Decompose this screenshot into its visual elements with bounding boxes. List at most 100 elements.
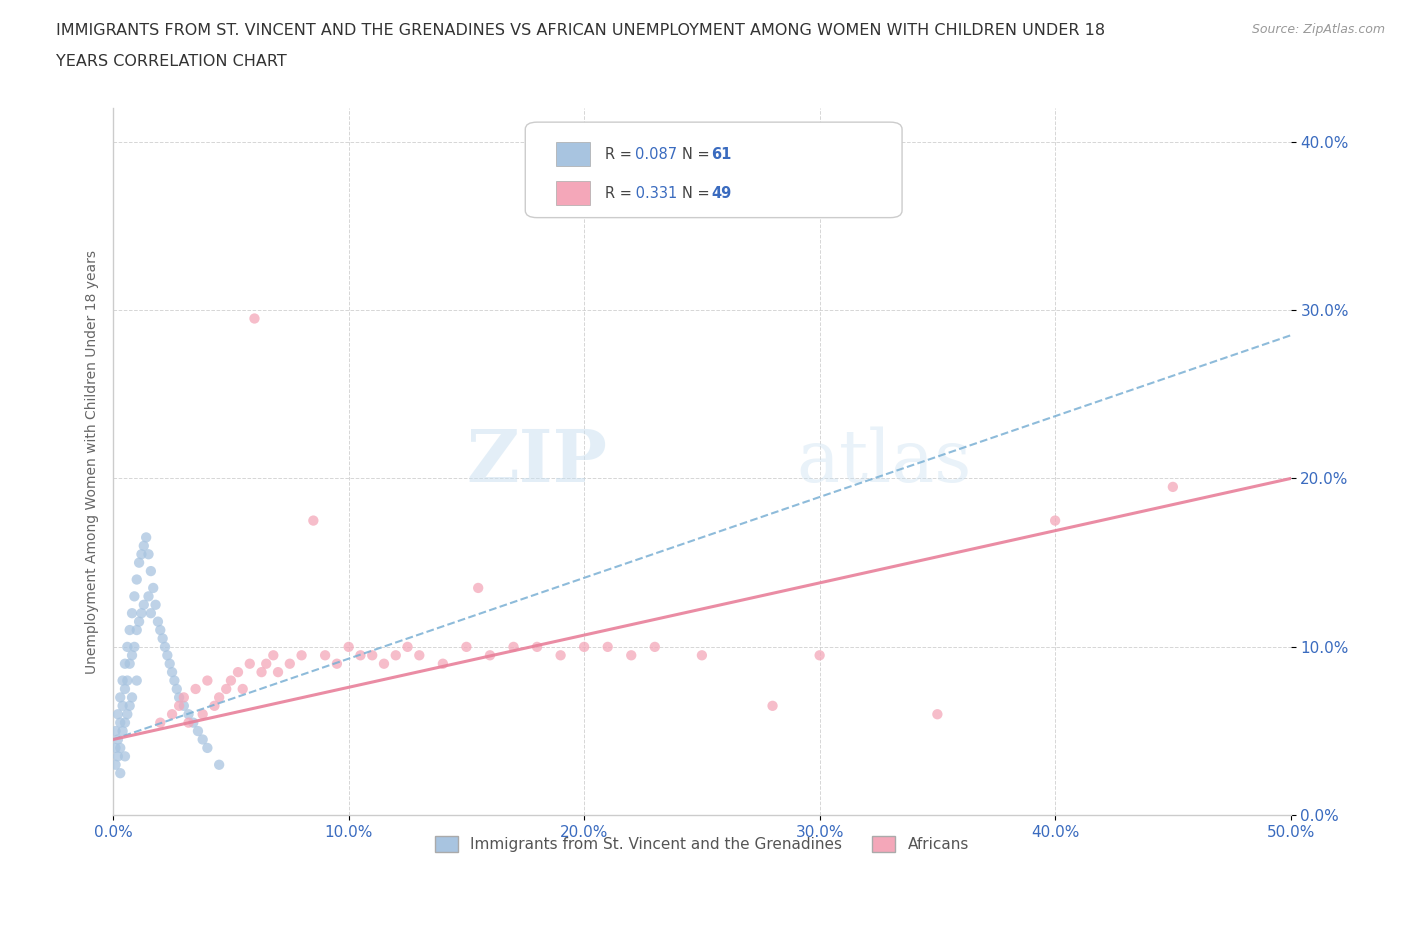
Point xyxy=(124,640,146,655)
Point xyxy=(156,648,179,663)
Text: N =: N = xyxy=(682,186,714,201)
Point xyxy=(1161,480,1184,495)
Point xyxy=(118,657,141,671)
Point xyxy=(219,673,242,688)
Point xyxy=(456,640,478,655)
Point xyxy=(177,707,200,722)
Point xyxy=(690,648,713,663)
Point xyxy=(526,640,548,655)
Point xyxy=(160,665,183,680)
Text: 61: 61 xyxy=(711,147,731,162)
Text: IMMIGRANTS FROM ST. VINCENT AND THE GRENADINES VS AFRICAN UNEMPLOYMENT AMONG WOM: IMMIGRANTS FROM ST. VINCENT AND THE GREN… xyxy=(56,23,1105,38)
Point xyxy=(167,698,190,713)
Point xyxy=(132,538,155,553)
Point xyxy=(121,605,143,620)
Point xyxy=(384,648,406,663)
FancyBboxPatch shape xyxy=(526,122,903,218)
Point xyxy=(117,640,139,655)
Point xyxy=(125,673,148,688)
Point xyxy=(644,640,666,655)
Text: atlas: atlas xyxy=(796,426,972,497)
Point xyxy=(142,580,165,595)
Point xyxy=(132,597,155,612)
Point xyxy=(177,715,200,730)
Point xyxy=(110,715,132,730)
Point xyxy=(173,698,195,713)
Point xyxy=(408,648,430,663)
Point xyxy=(927,707,949,722)
Point xyxy=(107,732,129,747)
Point xyxy=(139,564,162,578)
Point xyxy=(139,605,162,620)
Point xyxy=(432,657,454,671)
Legend: Immigrants from St. Vincent and the Grenadines, Africans: Immigrants from St. Vincent and the Gren… xyxy=(429,830,976,858)
Point xyxy=(160,707,183,722)
Point xyxy=(167,690,190,705)
Point xyxy=(278,657,301,671)
Point xyxy=(125,572,148,587)
Point xyxy=(232,682,254,697)
Point xyxy=(596,640,619,655)
Point xyxy=(135,530,157,545)
Point xyxy=(131,547,153,562)
Point xyxy=(114,657,136,671)
Point xyxy=(337,640,360,655)
Point xyxy=(267,665,290,680)
Text: 0.331: 0.331 xyxy=(631,186,678,201)
Point xyxy=(572,640,595,655)
Text: YEARS CORRELATION CHART: YEARS CORRELATION CHART xyxy=(56,54,287,69)
Point xyxy=(361,648,384,663)
Point xyxy=(145,597,167,612)
Point xyxy=(128,555,150,570)
Point xyxy=(149,715,172,730)
Point xyxy=(114,715,136,730)
Point xyxy=(204,698,226,713)
Point xyxy=(181,715,204,730)
Point xyxy=(146,614,169,629)
Point xyxy=(478,648,501,663)
Point xyxy=(254,657,277,671)
Point xyxy=(125,622,148,637)
Point xyxy=(550,648,572,663)
Point xyxy=(104,724,127,738)
Point xyxy=(152,631,174,646)
Point xyxy=(184,682,207,697)
Point xyxy=(349,648,371,663)
Point xyxy=(187,724,209,738)
Point xyxy=(243,311,266,325)
Point xyxy=(159,657,181,671)
Point xyxy=(502,640,524,655)
Point xyxy=(166,682,188,697)
Text: R =: R = xyxy=(606,147,637,162)
Point xyxy=(173,690,195,705)
Point xyxy=(121,648,143,663)
Point xyxy=(191,732,214,747)
Point xyxy=(111,698,134,713)
Point xyxy=(467,580,489,595)
Point xyxy=(138,589,160,604)
Text: R =: R = xyxy=(606,186,637,201)
Point xyxy=(396,640,419,655)
FancyBboxPatch shape xyxy=(555,142,591,166)
Point xyxy=(195,673,218,688)
Point xyxy=(110,740,132,755)
Point xyxy=(118,622,141,637)
Y-axis label: Unemployment Among Women with Children Under 18 years: Unemployment Among Women with Children U… xyxy=(86,249,100,673)
Point xyxy=(191,707,214,722)
Point xyxy=(128,614,150,629)
Point xyxy=(153,640,176,655)
Point xyxy=(131,605,153,620)
Point xyxy=(138,547,160,562)
Point xyxy=(761,698,783,713)
Point xyxy=(326,657,349,671)
Point xyxy=(110,765,132,780)
Text: 49: 49 xyxy=(711,186,731,201)
Point xyxy=(107,707,129,722)
Text: N =: N = xyxy=(682,147,714,162)
Point xyxy=(124,589,146,604)
Point xyxy=(104,740,127,755)
Point xyxy=(117,707,139,722)
Point xyxy=(208,757,231,772)
Point xyxy=(114,749,136,764)
Point xyxy=(239,657,262,671)
